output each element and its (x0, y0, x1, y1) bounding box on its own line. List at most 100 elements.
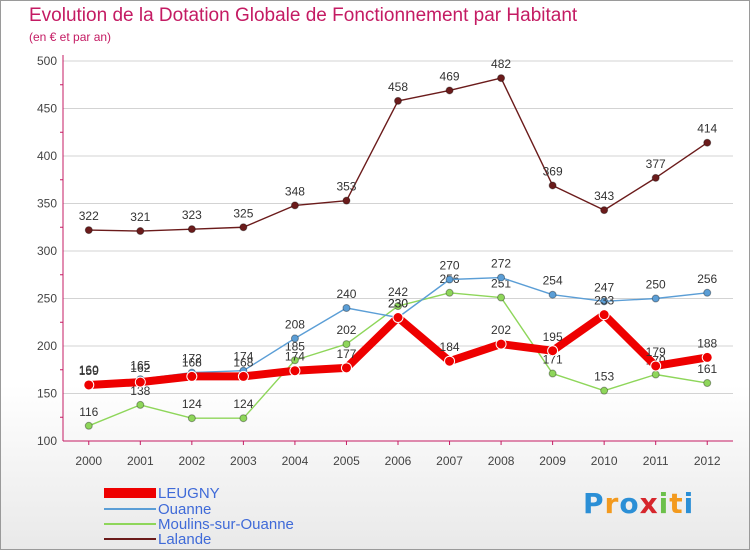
brand-letter: P (583, 487, 605, 520)
data-point-leugny (340, 362, 352, 374)
data-point-ouanne (445, 275, 454, 284)
data-point-leugny (547, 345, 559, 357)
data-label-leugny: 202 (491, 323, 511, 337)
data-point-ouanne (548, 290, 557, 299)
data-label-lalande: 377 (646, 157, 666, 171)
data-point-lalande (136, 227, 145, 236)
data-label-moulins-sur-ouanne: 242 (388, 285, 408, 299)
data-label-leugny: 168 (182, 355, 202, 369)
data-label-ouanne: 272 (491, 257, 511, 271)
data-point-moulins-sur-ouanne (703, 379, 712, 388)
data-label-lalande: 343 (594, 189, 614, 203)
x-tick-label: 2010 (591, 454, 618, 468)
x-tick-label: 2006 (385, 454, 412, 468)
x-tick-label: 2009 (539, 454, 566, 468)
data-point-ouanne (703, 288, 712, 297)
x-tick-label: 2011 (643, 454, 669, 468)
legend-label-lalande: Lalande (158, 530, 212, 548)
data-label-leugny: 230 (388, 297, 408, 311)
data-label-lalande: 348 (285, 184, 305, 198)
data-label-leugny: 177 (336, 347, 356, 361)
series-line-leugny (84, 310, 712, 389)
data-point-ouanne (342, 304, 351, 312)
legend-label-moulins: Moulins-sur-Ouanne (158, 515, 294, 533)
data-point-leugny (83, 379, 95, 391)
data-point-lalande (342, 196, 351, 205)
legend-item-ouanne: Ouanne (104, 500, 212, 518)
data-label-ouanne: 230 (388, 297, 408, 311)
data-label-moulins-sur-ouanne: 202 (336, 323, 356, 337)
data-point-lalande (600, 206, 609, 215)
data-point-moulins-sur-ouanne (445, 288, 454, 297)
data-label-ouanne: 247 (594, 280, 614, 294)
data-label-ouanne: 270 (440, 259, 460, 273)
data-point-moulins-sur-ouanne (548, 369, 557, 378)
brand-letter: x (639, 487, 659, 520)
y-tick-label: 200 (37, 339, 57, 353)
x-tick-label: 2002 (178, 454, 205, 468)
data-point-leugny (650, 360, 662, 372)
brand-letter: o (619, 487, 640, 520)
chart-subtitle: (en € et par an) (29, 30, 112, 44)
data-point-moulins-sur-ouanne (342, 340, 351, 349)
data-point-leugny (598, 309, 610, 321)
data-label-moulins-sur-ouanne: 124 (182, 397, 202, 411)
brand-letter: t (669, 487, 684, 520)
data-label-lalande: 414 (697, 122, 717, 136)
data-label-leugny: 188 (697, 336, 717, 350)
legend-swatch-moulins (104, 523, 156, 525)
x-tick-label: 2008 (488, 454, 515, 468)
data-label-ouanne: 254 (543, 274, 563, 288)
data-label-lalande: 469 (440, 69, 460, 83)
x-tick-label: 2012 (694, 454, 721, 468)
legend-item-leugny: LEUGNY (104, 485, 220, 502)
legend-swatch-lalande (104, 538, 156, 540)
data-point-moulins-sur-ouanne (600, 386, 609, 395)
data-point-lalande (548, 181, 557, 190)
data-label-moulins-sur-ouanne: 161 (697, 362, 717, 376)
legend-item-lalande: Lalande (104, 530, 212, 548)
legend-swatch-leugny (104, 488, 156, 498)
x-tick-label: 2000 (75, 454, 102, 468)
legend-item-moulins: Moulins-sur-Ouanne (104, 515, 294, 533)
brand-letter: i (658, 487, 670, 520)
legend-label-ouanne: Ouanne (158, 500, 212, 518)
data-label-leugny: 179 (646, 345, 666, 359)
y-tick-label: 350 (37, 197, 57, 211)
data-point-leugny (289, 365, 301, 377)
data-point-lalande (187, 225, 196, 234)
data-point-moulins-sur-ouanne (136, 400, 145, 409)
data-label-lalande: 325 (233, 206, 253, 220)
x-tick-label: 2001 (127, 454, 154, 468)
data-label-lalande: 369 (543, 164, 563, 178)
data-label-lalande: 321 (130, 210, 150, 224)
data-label-lalande: 458 (388, 80, 408, 94)
data-label-moulins-sur-ouanne: 153 (594, 370, 614, 384)
data-label-lalande: 482 (491, 57, 511, 71)
legend-swatch-ouanne (104, 508, 156, 510)
data-label-leugny: 159 (79, 364, 99, 378)
brand-letter: r (604, 487, 620, 520)
data-label-ouanne: 174 (233, 350, 253, 364)
data-point-lalande (394, 96, 402, 105)
data-label-leugny: 162 (130, 361, 150, 375)
y-tick-label: 400 (37, 149, 57, 163)
data-label-ouanne: 250 (646, 278, 666, 292)
data-label-ouanne: 160 (79, 363, 99, 377)
data-point-moulins-sur-ouanne (84, 421, 93, 430)
y-tick-label: 500 (37, 54, 57, 68)
data-point-lalande (703, 138, 712, 147)
brand-logo: Proxiti (583, 487, 694, 520)
data-point-lalande (445, 86, 454, 95)
data-label-moulins-sur-ouanne: 138 (130, 384, 150, 398)
data-point-lalande (497, 74, 506, 83)
data-label-moulins-sur-ouanne: 185 (285, 339, 305, 353)
data-label-ouanne: 172 (182, 352, 202, 366)
data-label-ouanne: 208 (285, 317, 305, 331)
data-label-leugny: 168 (233, 355, 253, 369)
data-point-ouanne (290, 334, 299, 343)
data-point-ouanne (600, 297, 609, 306)
data-label-moulins-sur-ouanne: 124 (233, 397, 253, 411)
